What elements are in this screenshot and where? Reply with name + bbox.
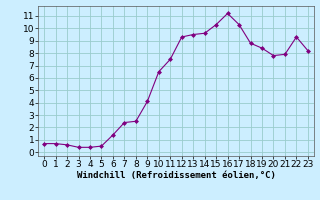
X-axis label: Windchill (Refroidissement éolien,°C): Windchill (Refroidissement éolien,°C) [76,171,276,180]
